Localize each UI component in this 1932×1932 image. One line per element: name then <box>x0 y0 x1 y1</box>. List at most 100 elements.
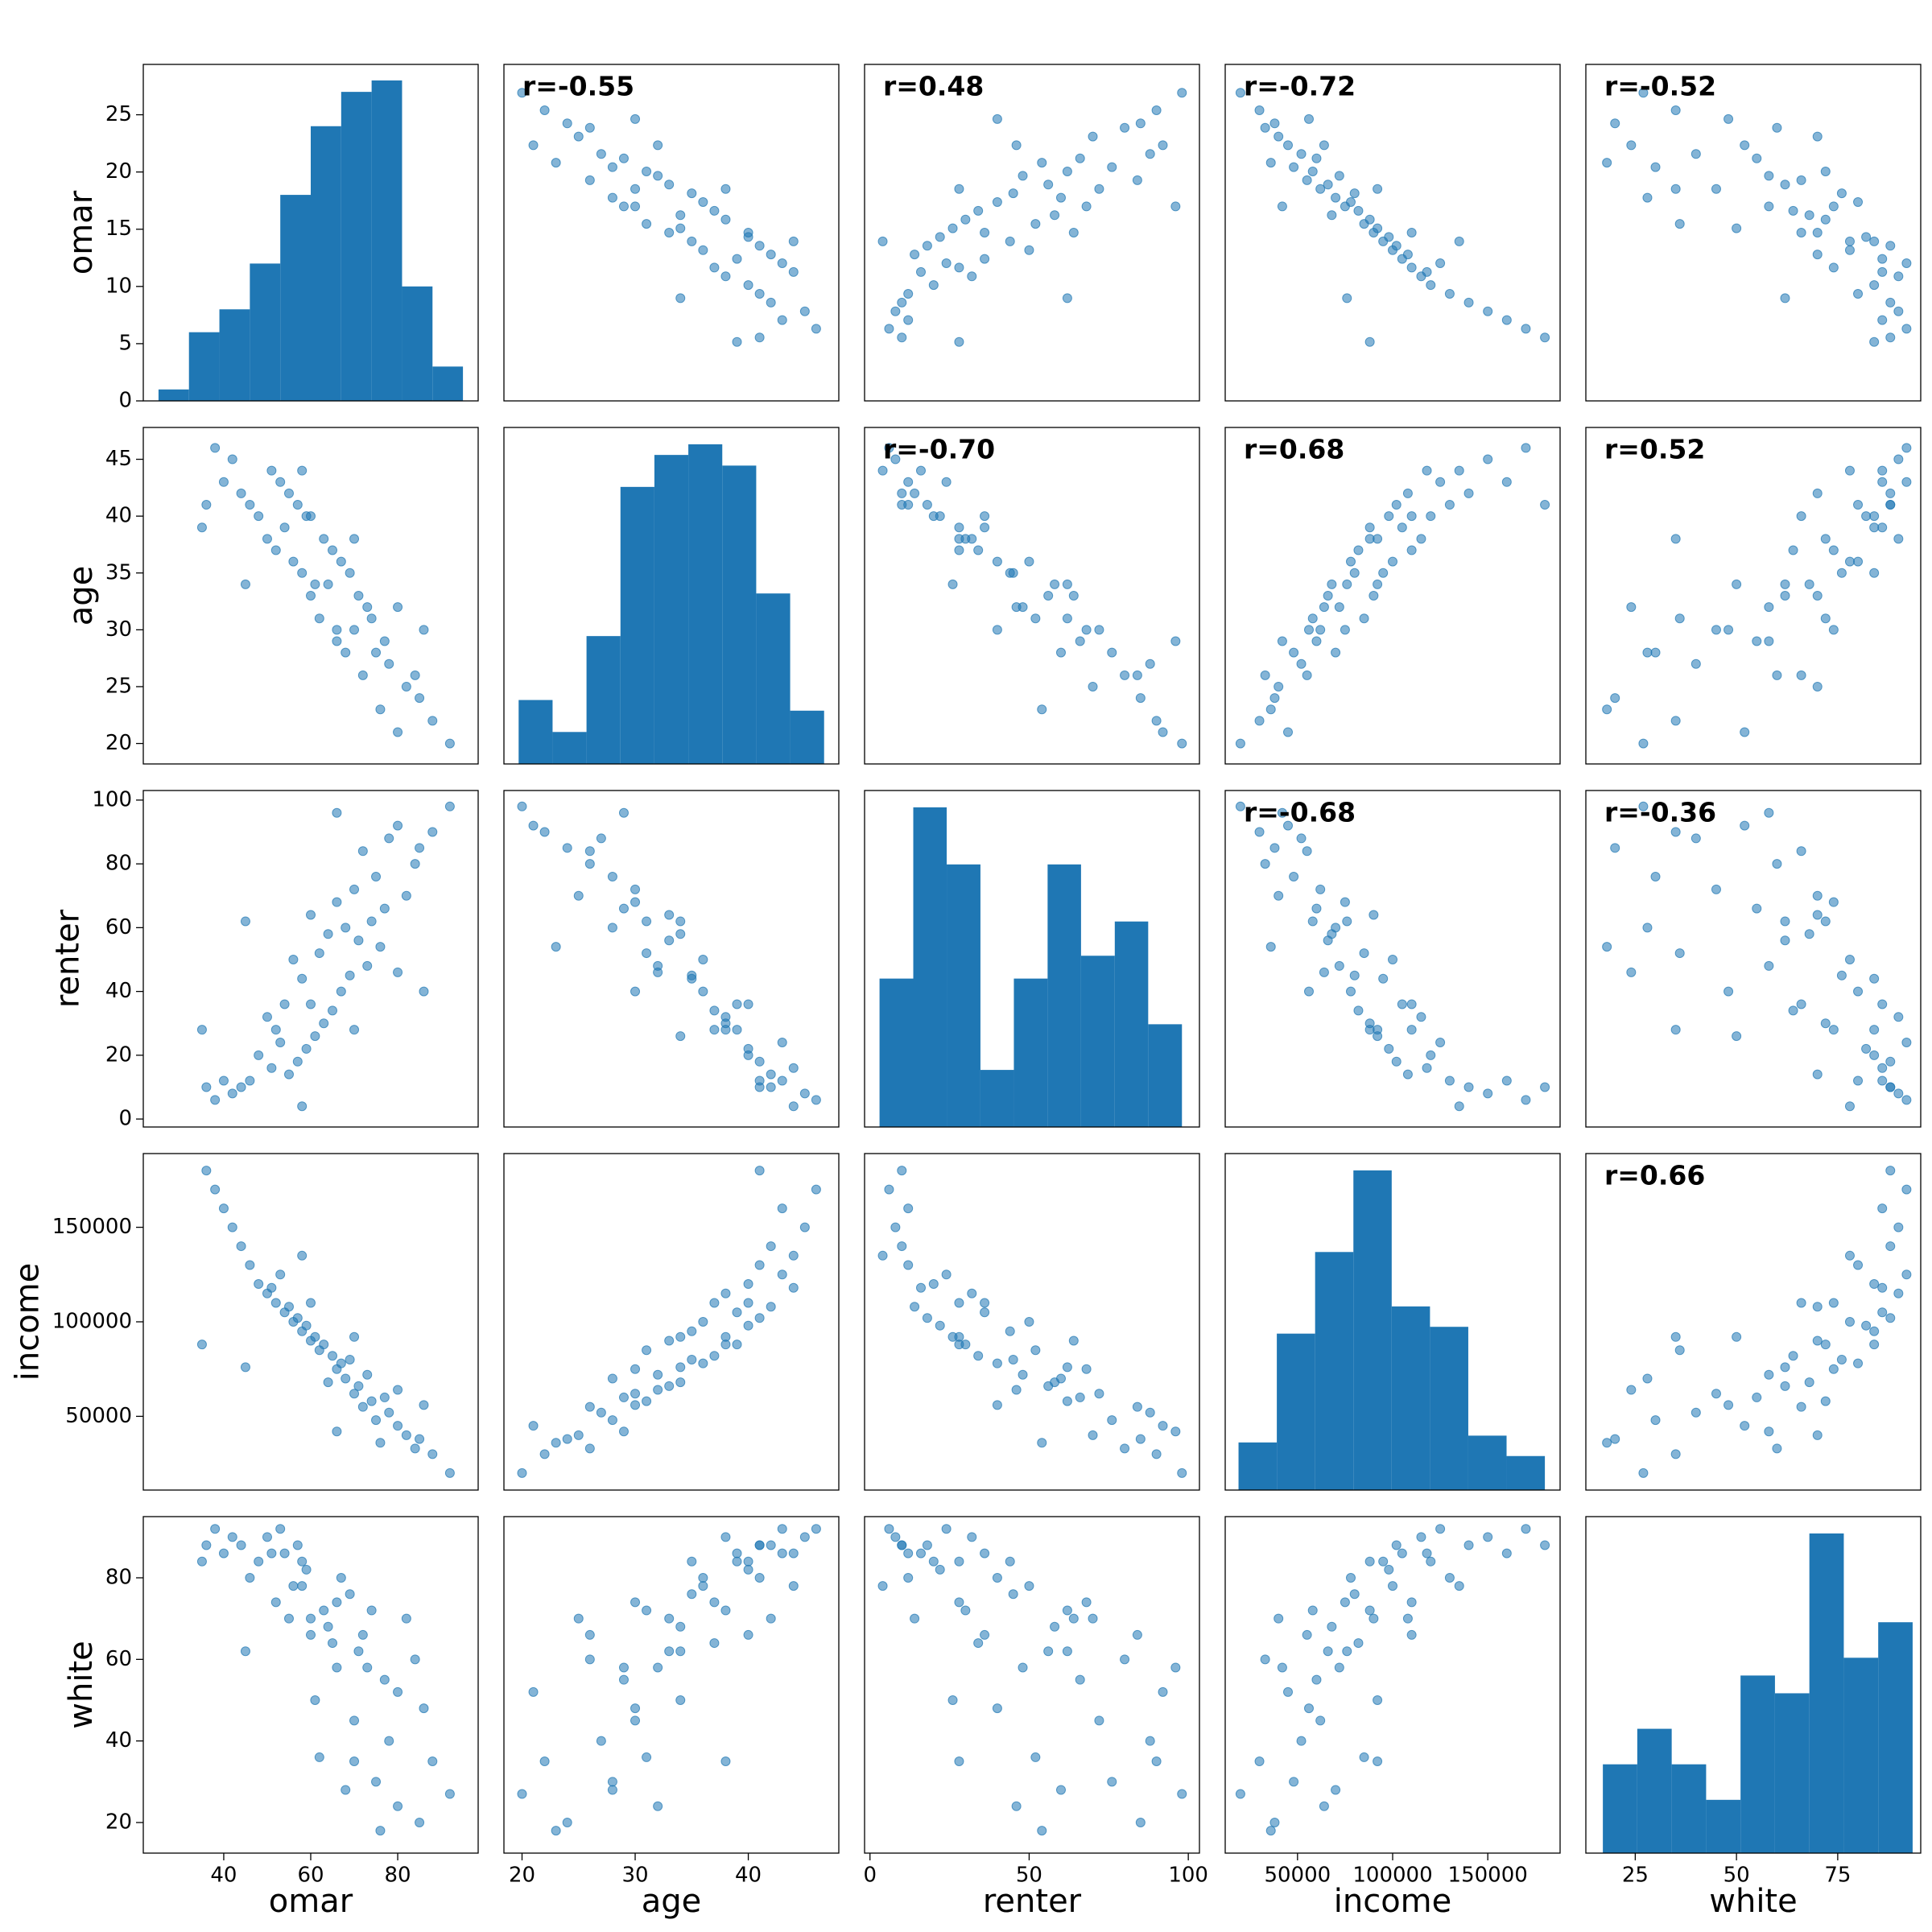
point <box>664 1613 675 1624</box>
point <box>328 1351 338 1361</box>
point <box>1454 465 1464 476</box>
point <box>1853 197 1864 207</box>
point <box>1018 1662 1028 1673</box>
point <box>1304 625 1314 635</box>
point <box>1877 477 1888 487</box>
point <box>1277 201 1287 212</box>
point <box>1296 149 1307 159</box>
point <box>332 807 342 818</box>
point <box>323 579 333 589</box>
point <box>1610 693 1620 704</box>
hist-bar <box>947 864 980 1127</box>
point <box>245 500 255 510</box>
point <box>1158 727 1168 737</box>
point <box>279 522 290 533</box>
point <box>1315 184 1326 194</box>
point <box>653 1385 663 1395</box>
point <box>1444 500 1455 510</box>
point <box>297 1250 308 1261</box>
point <box>1893 271 1904 282</box>
hist-bar <box>1114 921 1149 1127</box>
point <box>1820 1018 1831 1029</box>
point <box>379 903 390 914</box>
panel <box>142 790 479 1128</box>
point <box>1444 1573 1455 1583</box>
point <box>341 647 351 658</box>
point <box>227 1088 237 1099</box>
point <box>698 1358 708 1368</box>
point <box>698 245 708 255</box>
point <box>393 1385 403 1395</box>
point <box>664 1335 675 1346</box>
point <box>371 871 382 881</box>
point <box>973 1351 984 1361</box>
point <box>1391 1540 1402 1550</box>
point <box>1107 1777 1117 1787</box>
point <box>653 140 663 151</box>
point <box>1885 1082 1896 1092</box>
point <box>336 556 346 567</box>
hist-bar <box>913 807 947 1127</box>
point <box>1844 1101 1855 1112</box>
point <box>992 197 1002 207</box>
point <box>1885 1056 1896 1067</box>
point <box>903 1260 914 1270</box>
point <box>1342 1646 1352 1657</box>
point <box>1861 511 1872 522</box>
point <box>1037 1438 1047 1448</box>
correlation-label: r=-0.70 <box>883 434 995 465</box>
point <box>1296 658 1307 669</box>
point <box>1877 266 1888 277</box>
point <box>1853 1358 1864 1368</box>
hist-bar <box>1047 864 1081 1127</box>
point <box>1804 929 1814 939</box>
point <box>1030 1752 1041 1762</box>
panel <box>142 64 479 402</box>
point <box>1062 613 1072 624</box>
point <box>1005 568 1015 578</box>
point <box>1426 1556 1436 1567</box>
hist-bar <box>1080 956 1115 1127</box>
point <box>877 465 888 476</box>
point <box>288 1581 299 1591</box>
point <box>266 1548 277 1558</box>
point <box>1005 1556 1015 1567</box>
point <box>890 306 901 316</box>
point <box>393 1421 403 1431</box>
point <box>910 1613 920 1624</box>
x-tick-label: 50000 <box>1264 1864 1331 1888</box>
point <box>935 232 945 242</box>
point <box>1724 986 1734 997</box>
point <box>720 1012 731 1022</box>
point <box>954 1556 964 1567</box>
point <box>1011 602 1022 613</box>
point <box>1132 1402 1142 1412</box>
point <box>1050 1621 1060 1632</box>
point <box>1024 556 1034 567</box>
point <box>1043 1646 1054 1657</box>
point <box>1307 167 1318 176</box>
point <box>1422 1063 1432 1073</box>
correlation-label: r=-0.72 <box>1244 71 1356 102</box>
point <box>664 935 675 946</box>
point <box>1397 1548 1407 1558</box>
point <box>1812 488 1823 498</box>
point <box>1406 262 1417 273</box>
point <box>743 1050 753 1060</box>
point <box>584 1629 595 1640</box>
point <box>1901 258 1912 268</box>
point <box>1877 465 1888 476</box>
point <box>1120 122 1130 133</box>
point <box>903 315 914 325</box>
point <box>732 999 742 1009</box>
point <box>743 280 753 291</box>
point <box>642 1605 652 1616</box>
point <box>766 1613 776 1624</box>
point <box>1315 625 1326 635</box>
point <box>362 1662 373 1673</box>
point <box>393 1686 403 1697</box>
hist-bar <box>1353 1170 1392 1490</box>
point <box>709 1351 720 1361</box>
point <box>1378 568 1389 578</box>
panel: r=0.66 <box>1585 1153 1922 1491</box>
